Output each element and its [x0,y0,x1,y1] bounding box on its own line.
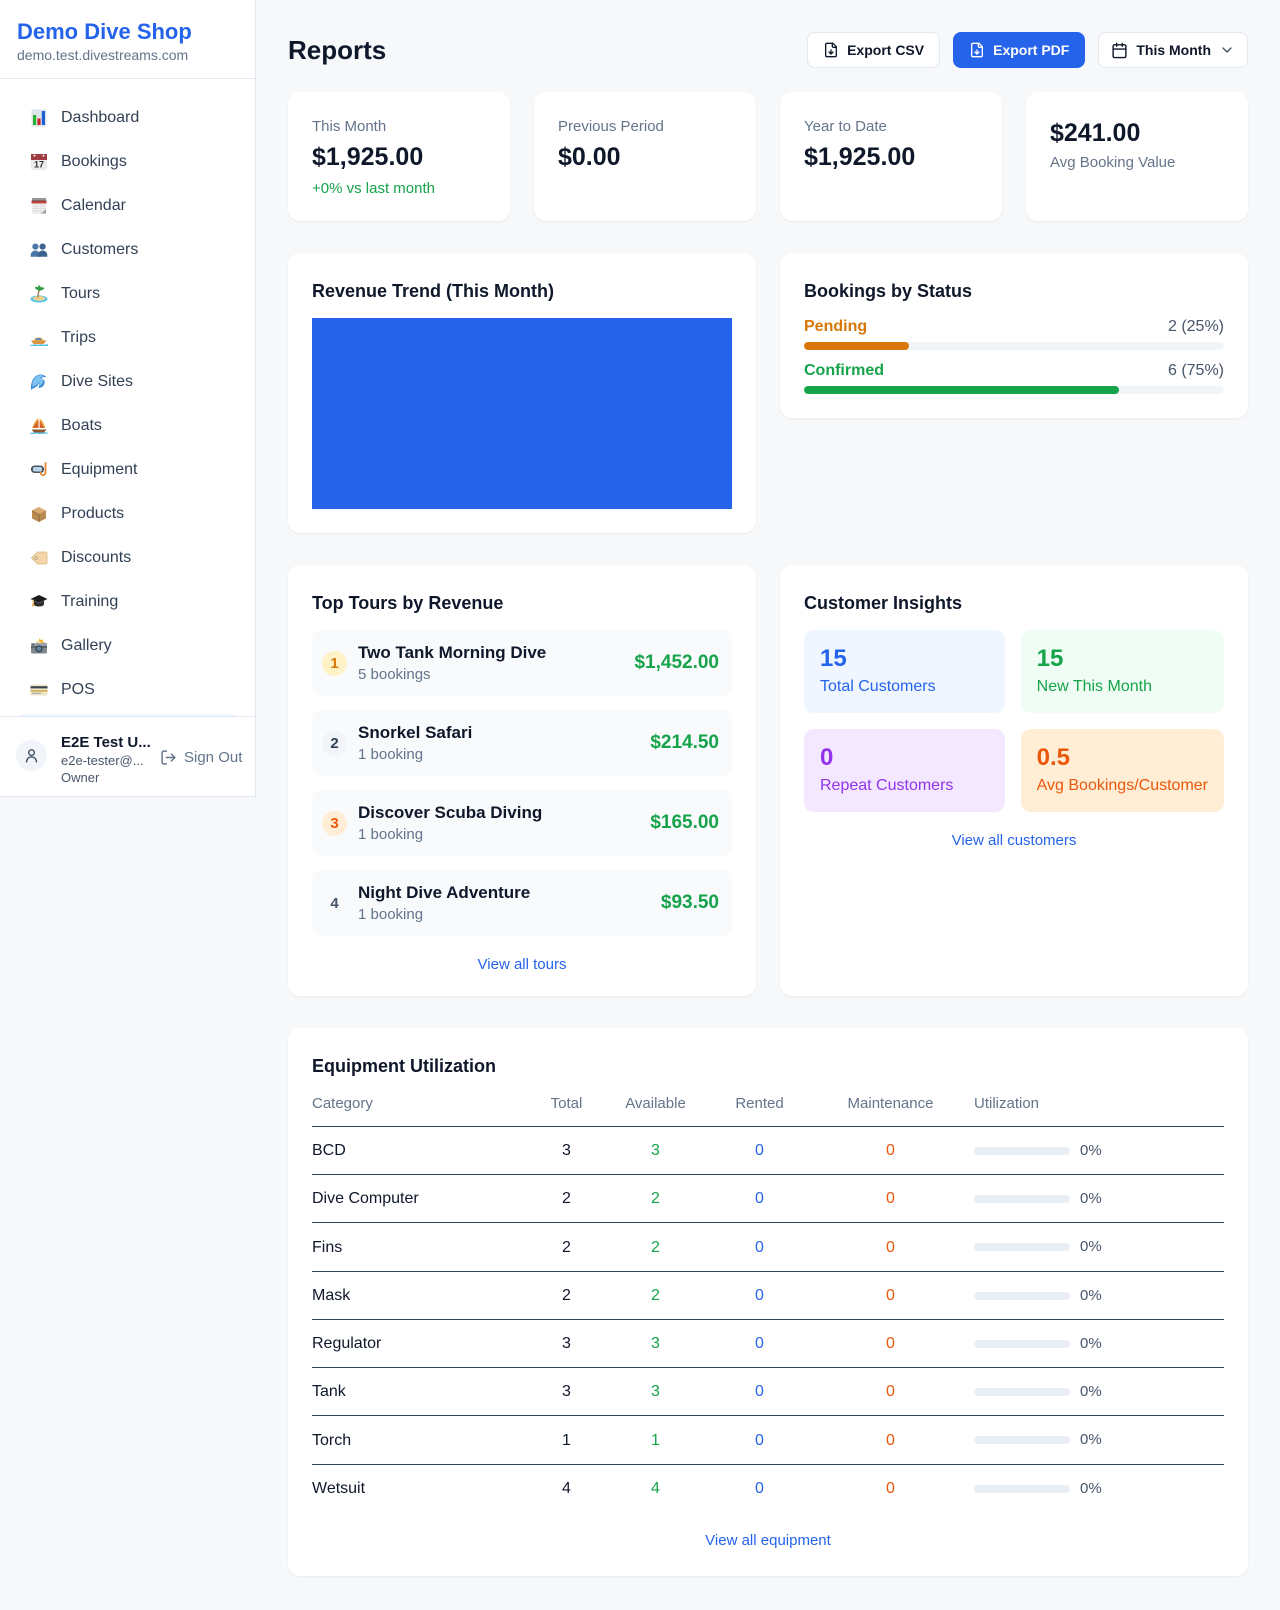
svg-text:17: 17 [34,160,44,170]
